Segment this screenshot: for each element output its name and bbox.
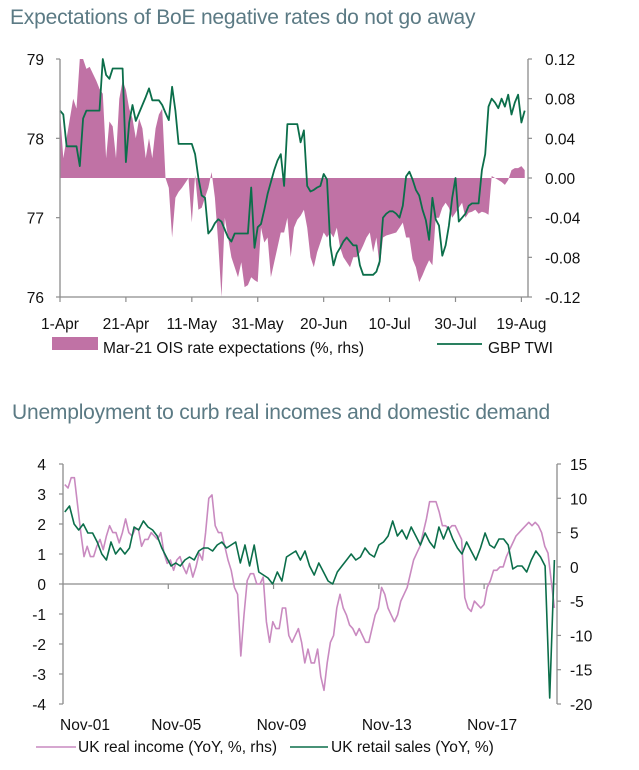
right-y-tick-label: -10 — [570, 628, 593, 645]
ois-area-series — [60, 59, 525, 297]
legend-label-retail-sales: UK retail sales (YoY, %) — [331, 739, 494, 756]
left-y-tick-label: 79 — [27, 52, 44, 69]
x-tick-label: Nov-01 — [60, 717, 110, 734]
uk-real-income-line-series — [64, 476, 556, 692]
chart-boe-expectations: 76 77 78 79 -0.12 -0.08 -0.04 0.00 0.04 0.08 0.12 1… — [27, 52, 581, 357]
uk-retail-sales-line-series — [64, 505, 556, 699]
right-y-tick-label: 15 — [570, 457, 587, 474]
x-tick-label: 19-Aug — [496, 316, 546, 333]
right-y-tick-label: 0.08 — [545, 92, 575, 109]
x-tick-label: 30-Jul — [434, 316, 476, 333]
left-y-tick-label: -3 — [32, 667, 46, 684]
left-y-tick-label: -1 — [32, 607, 46, 624]
x-tick-label: 20-Jun — [300, 316, 347, 333]
legend-label-ois: Mar-21 OIS rate expectations (%, rhs) — [103, 340, 364, 357]
x-tick-label: Nov-05 — [151, 717, 201, 734]
left-y-tick-label: 3 — [37, 487, 46, 504]
left-y-tick-label: 0 — [37, 577, 46, 594]
right-y-tick-label: 5 — [570, 526, 579, 543]
right-y-tick-label: -0.04 — [545, 211, 581, 228]
chart-title-unemployment: Unemployment to curb real incomes and do… — [12, 401, 551, 424]
legend-label-gbp-twi: GBP TWI — [488, 340, 553, 357]
right-y-tick-label: 0 — [570, 560, 579, 577]
legend-swatch-ois — [52, 337, 98, 350]
left-y-tick-label: 1 — [37, 547, 46, 564]
left-y-tick-label: 78 — [27, 131, 44, 148]
x-tick-label: 21-Apr — [103, 316, 150, 333]
left-y-tick-label: -2 — [32, 637, 46, 654]
gbp-twi-line-series — [59, 58, 526, 276]
chart-title-boe: Expectations of BoE negative rates do no… — [10, 6, 476, 29]
right-y-tick-label: -5 — [570, 594, 584, 611]
right-y-tick-label: -0.12 — [545, 290, 580, 307]
right-y-tick-label: -20 — [570, 697, 593, 714]
x-tick-label: 31-May — [232, 316, 284, 333]
right-y-tick-label: 10 — [570, 491, 588, 508]
legend-label-real-income: UK real income (YoY, %, rhs) — [78, 739, 277, 756]
left-y-tick-label: -4 — [32, 697, 46, 714]
x-tick-label: 1-Apr — [41, 316, 79, 333]
x-tick-label: Nov-09 — [257, 717, 307, 734]
right-y-tick-label: -0.08 — [545, 250, 580, 267]
left-y-tick-label: 2 — [37, 517, 46, 534]
left-y-tick-label: 77 — [27, 211, 44, 228]
left-y-tick-label: 4 — [37, 457, 46, 474]
right-y-tick-label: 0.00 — [545, 171, 576, 188]
right-y-tick-label: 0.04 — [545, 131, 576, 148]
x-tick-label: 10-Jul — [368, 316, 410, 333]
right-y-tick-label: 0.12 — [545, 52, 575, 69]
left-y-tick-label: 76 — [27, 290, 44, 307]
x-tick-label: Nov-13 — [362, 717, 412, 734]
right-y-tick-label: -15 — [570, 663, 592, 680]
x-tick-label: Nov-17 — [467, 717, 517, 734]
x-tick-label: 11-May — [167, 316, 218, 333]
